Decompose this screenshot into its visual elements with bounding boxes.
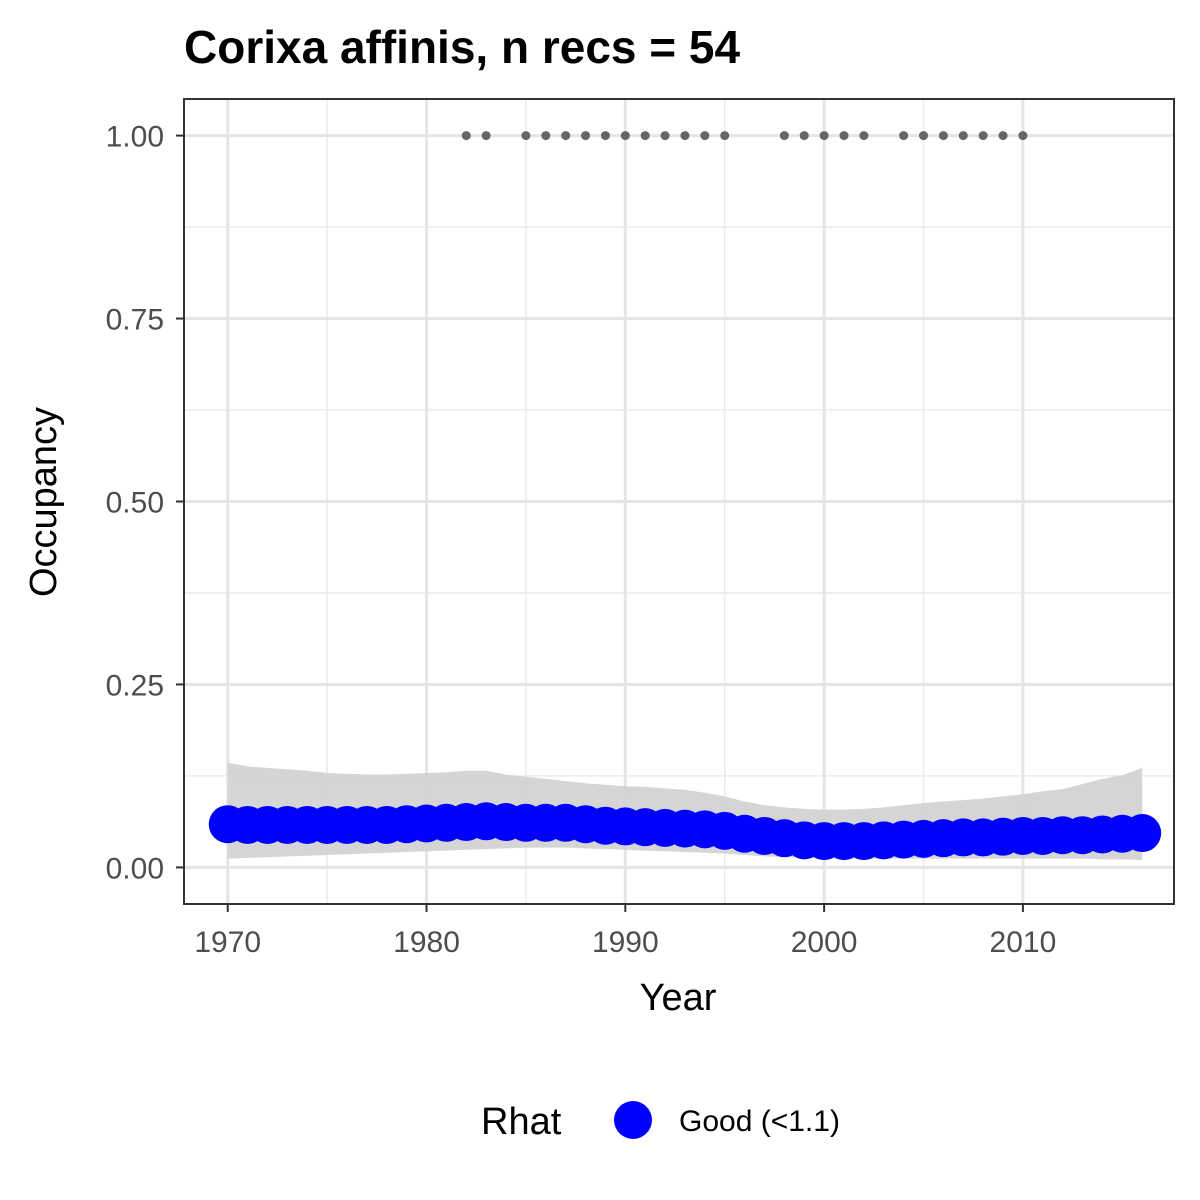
record-dot (680, 131, 690, 141)
legend-label-good: Good (<1.1) (679, 1105, 840, 1138)
record-dot (640, 131, 650, 141)
record-dot (461, 131, 471, 141)
legend-key-good (614, 1101, 652, 1139)
y-axis-title: Occupancy (23, 407, 65, 597)
record-dot (799, 131, 809, 141)
x-tick-label: 1970 (194, 926, 261, 959)
record-dot (561, 131, 571, 141)
occupancy-point (1123, 814, 1162, 853)
x-axis-title: Year (640, 977, 717, 1019)
record-dot (958, 131, 968, 141)
x-tick-label: 2000 (791, 926, 858, 959)
record-dot (978, 131, 988, 141)
x-tick-label: 2010 (990, 926, 1057, 959)
record-dot (938, 131, 948, 141)
record-dot (521, 131, 531, 141)
record-dot (600, 131, 610, 141)
record-dot (919, 131, 929, 141)
y-tick-label: 1.00 (106, 121, 164, 154)
record-dot (899, 131, 909, 141)
record-dot (859, 131, 869, 141)
record-dot (779, 131, 789, 141)
record-dot (660, 131, 670, 141)
x-tick-label: 1980 (393, 926, 460, 959)
chart-title: Corixa affinis, n recs = 54 (184, 21, 741, 73)
y-tick-label: 0.75 (106, 304, 164, 337)
record-dot (581, 131, 591, 141)
x-tick-label: 1990 (592, 926, 659, 959)
record-dot (1018, 131, 1028, 141)
y-axis: 0.00 0.25 0.50 0.75 1.00 (106, 121, 184, 885)
record-dot (700, 131, 710, 141)
y-tick-label: 0.25 (106, 669, 164, 702)
record-dots (461, 131, 1028, 141)
record-dot (481, 131, 491, 141)
record-dot (998, 131, 1008, 141)
legend: Rhat Good (<1.1) (481, 1101, 840, 1143)
record-dot (541, 131, 551, 141)
grid-lines (184, 99, 1174, 904)
y-tick-label: 0.50 (106, 487, 164, 520)
legend-title: Rhat (481, 1101, 562, 1143)
y-tick-label: 0.00 (106, 852, 164, 885)
record-dot (720, 131, 730, 141)
x-axis: 1970 1980 1990 2000 2010 (194, 904, 1056, 959)
record-dot (839, 131, 849, 141)
record-dot (620, 131, 630, 141)
occupancy-series (208, 802, 1162, 861)
record-dot (819, 131, 829, 141)
